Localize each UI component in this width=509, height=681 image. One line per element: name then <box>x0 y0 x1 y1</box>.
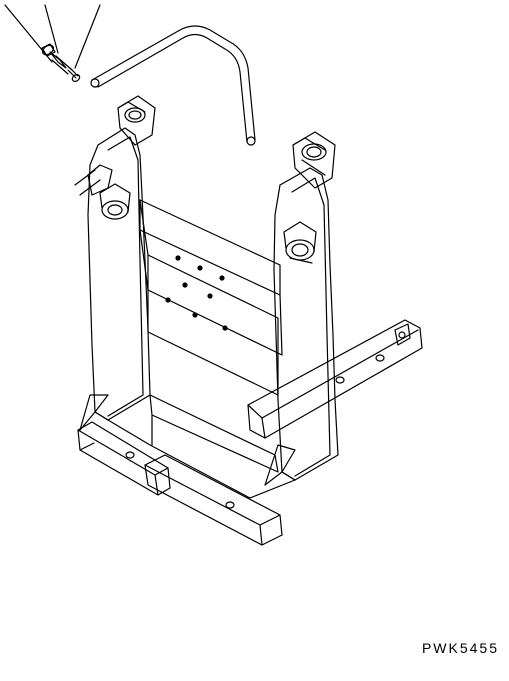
bolt-icon <box>41 43 81 82</box>
reference-number-label: PWK5455 <box>422 640 499 656</box>
handle-bar <box>91 26 255 145</box>
technical-diagram <box>0 0 509 676</box>
leader-lines <box>5 5 100 68</box>
diagram-svg <box>0 0 509 676</box>
mounting-bracket <box>75 96 422 545</box>
